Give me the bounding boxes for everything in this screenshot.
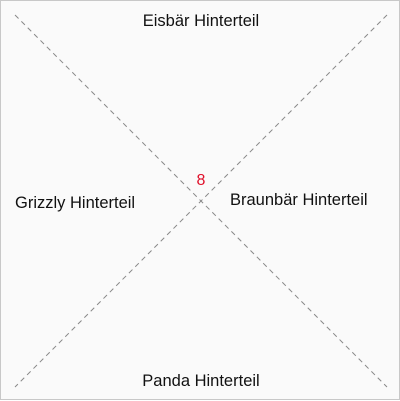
center-value: 8 — [196, 172, 206, 189]
diagonal-line-up — [14, 14, 388, 388]
region-label-bottom: Panda Hinterteil — [142, 372, 260, 390]
region-label-top: Eisbär Hinterteil — [142, 12, 260, 30]
region-label-right: Braunbär Hinterteil — [230, 191, 368, 209]
region-label-left: Grizzly Hinterteil — [15, 194, 136, 212]
